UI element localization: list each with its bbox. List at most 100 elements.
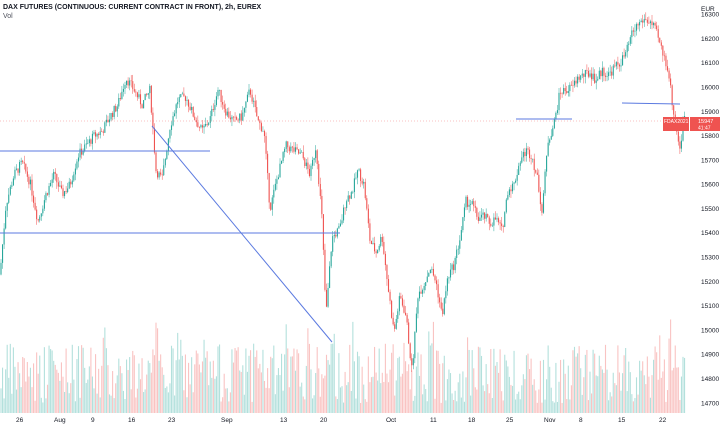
volume-bar [604, 344, 607, 413]
volume-bar [234, 348, 236, 413]
candle-body [440, 302, 442, 309]
volume-bar [191, 357, 193, 413]
volume-bar [645, 384, 647, 413]
candle-body [397, 311, 399, 319]
volume-bar [19, 373, 21, 413]
volume-bar [555, 362, 557, 413]
volume-bar [622, 373, 624, 413]
volume-bar [146, 374, 148, 413]
volume-bar [119, 366, 121, 413]
candle-body [625, 52, 627, 57]
volume-bar [473, 368, 475, 413]
candle-body [394, 324, 396, 329]
price-axis[interactable]: EUR 16300 16200 16100 16000 15900 15800 15700 1… [690, 0, 720, 413]
candle-body [603, 67, 605, 76]
candle-body [598, 70, 600, 80]
candle-body [310, 165, 312, 177]
candle-body [276, 179, 278, 184]
volume-bar [112, 371, 114, 413]
candle-body [205, 124, 207, 126]
resistance-line[interactable] [621, 102, 681, 105]
candle-body [592, 73, 594, 80]
candle-body [118, 97, 120, 107]
candle-body [50, 182, 52, 186]
candle-body [281, 161, 283, 164]
volume-bar [229, 392, 231, 413]
candle-body [127, 80, 129, 86]
candle-body [594, 73, 596, 83]
candle-body [108, 119, 111, 123]
candle-body [177, 102, 179, 105]
volume-bar [135, 397, 137, 413]
volume-bar [662, 371, 664, 413]
volume-bar [398, 356, 400, 413]
volume-bar [169, 383, 171, 413]
volume-bar [620, 390, 622, 413]
candle-body [141, 104, 143, 109]
candle-body [649, 21, 651, 24]
volume-bar [339, 387, 341, 413]
candle-body [214, 105, 216, 110]
volume-bar [352, 321, 354, 413]
candle-body [256, 107, 258, 117]
candle-body [536, 172, 538, 175]
volume-bar [133, 355, 135, 413]
candle-body [680, 140, 682, 149]
time-axis[interactable]: 26 Aug 9 16 23 Sep 13 20 Oct 11 18 25 Nov 8 15 22 [0, 413, 720, 425]
candle-body [85, 143, 87, 145]
candle-body [59, 185, 61, 187]
candle-body [352, 191, 354, 193]
candle-body [408, 322, 410, 344]
candle-body [263, 131, 266, 137]
candle-body [308, 168, 310, 177]
candle-body [90, 139, 92, 144]
volume-bar [684, 357, 686, 413]
candle-body [639, 22, 641, 26]
candle-body [665, 55, 667, 67]
trend-line[interactable] [151, 125, 333, 343]
candle-body [102, 131, 104, 133]
volume-bar [649, 397, 651, 413]
candle-body [251, 94, 253, 102]
candle-body [298, 149, 300, 154]
volume-bar [236, 350, 238, 413]
candle-body [93, 132, 95, 134]
candle-body [547, 142, 549, 156]
candle-body [203, 125, 205, 128]
volume-bar [57, 372, 59, 413]
candle-body [152, 112, 154, 128]
volume-bar [267, 368, 269, 413]
volume-bar [147, 360, 149, 413]
candle-body [45, 193, 47, 201]
volume-bar [290, 356, 292, 413]
x-tick-label: Nov [544, 417, 556, 424]
volume-bar [471, 350, 473, 413]
volume-bar [375, 372, 377, 413]
volume-bar [360, 402, 362, 413]
candle-body [403, 305, 405, 313]
candle-body [477, 216, 479, 221]
candle-body [654, 22, 656, 26]
volume-bar [36, 352, 38, 413]
volume-bar [50, 349, 52, 413]
candle-body [174, 113, 176, 117]
chart-legend: DAX FUTURES (CONTINUOUS: CURRENT CONTRAC… [3, 3, 261, 21]
volume-bar [132, 350, 134, 413]
candle-body [436, 280, 438, 285]
candle-body [186, 99, 188, 101]
volume-bar [542, 359, 545, 413]
volume-bar [310, 369, 312, 413]
volume-bar [395, 380, 397, 413]
candle-body [618, 64, 620, 67]
volume-bar [456, 401, 458, 413]
candle-body [580, 75, 582, 80]
candle-body [260, 123, 262, 132]
candle-body [60, 185, 62, 189]
volume-bar [680, 376, 682, 413]
volume-bar [155, 322, 157, 413]
candle-body [629, 37, 631, 44]
candle-body [153, 127, 155, 153]
candle-body [318, 163, 320, 184]
